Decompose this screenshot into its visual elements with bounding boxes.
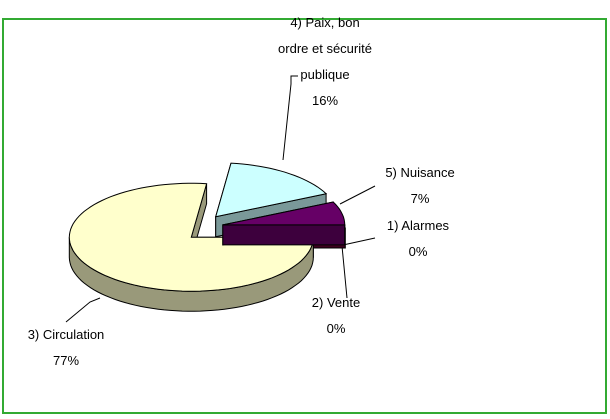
category-label: 1) Alarmes <box>386 218 450 233</box>
label-paix: 4) Paix, bon ordre et sécurité publique 1… <box>278 10 372 114</box>
category-label: 3) Circulation <box>27 327 105 342</box>
leader-line <box>342 237 376 246</box>
slice-face <box>222 224 346 246</box>
slice-top <box>68 182 314 292</box>
leader-lines <box>65 75 376 323</box>
label-alarmes: 1) Alarmes 0% <box>383 213 453 265</box>
value-label: 16% <box>311 93 339 108</box>
leader-line <box>65 297 101 323</box>
leader-line <box>282 75 298 161</box>
value-label: 77% <box>52 353 80 368</box>
category-label: 2) Vente <box>311 295 361 310</box>
slice-top <box>214 162 328 218</box>
label-circulation: 3) Circulation 77% <box>16 322 116 374</box>
category-label: 5) Nuisance <box>385 165 455 180</box>
value-label: 7% <box>410 191 430 206</box>
leader-line <box>341 245 348 299</box>
value-label: 0% <box>408 244 428 259</box>
label-vente: 2) Vente 0% <box>301 290 371 342</box>
pie-slice <box>68 182 314 312</box>
pie-slice <box>222 201 346 246</box>
value-label: 0% <box>326 321 346 336</box>
label-nuisance: 5) Nuisance 7% <box>375 160 465 212</box>
slice-top <box>222 201 346 226</box>
leader-line <box>339 185 376 205</box>
category-label: 4) Paix, bon ordre et sécurité publique <box>278 15 372 82</box>
